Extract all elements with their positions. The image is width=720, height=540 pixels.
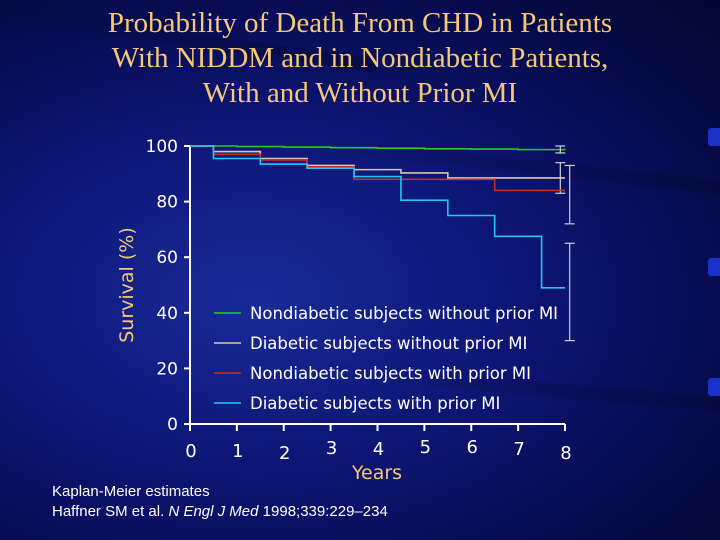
edge-decoration [708,378,720,396]
y-tick-label: 100 [146,137,178,157]
series-line-2 [190,145,565,179]
footnote: Kaplan-Meier estimates Haffner SM et al.… [52,482,388,522]
edge-decoration [708,128,720,146]
x-tick-label: 0 [185,441,196,462]
y-tick-label: 0 [167,415,178,435]
footnote-citation: Haffner SM et al. N Engl J Med 1998;339:… [52,502,388,522]
series-line-4 [190,145,565,289]
citation-details: 1998;339:229–234 [262,503,388,520]
x-tick-label: 4 [373,439,384,460]
x-tick-label: 1 [232,441,243,462]
x-tick-label: 3 [326,438,337,459]
y-tick-label: 60 [156,248,178,268]
series-line-1 [190,145,566,151]
x-tick-label: 8 [560,443,571,464]
series-line-3 [190,145,565,192]
legend-label-2: Diabetic subjects without prior MI [250,334,527,353]
legend-label-1: Nondiabetic subjects without prior MI [250,304,558,323]
x-tick-label: 2 [279,443,290,464]
title-line-2: With NIDDM and in Nondiabetic Patients, [111,42,609,74]
legend-label-4: Diabetic subjects with prior MI [250,394,500,413]
y-tick-label: 80 [156,193,178,213]
citation-authors: Haffner SM et al. [52,503,165,520]
slide-title: Probability of Death From CHD in Patient… [0,6,720,111]
title-line-1: Probability of Death From CHD in Patient… [107,7,613,39]
x-tick-label: 7 [513,439,524,460]
title-line-3: With and Without Prior MI [202,77,518,109]
x-tick-label: 5 [420,437,431,458]
y-tick-label: 20 [156,359,178,379]
y-tick-label: 40 [156,304,178,324]
citation-journal: N Engl J Med [168,503,259,520]
x-tick-label: 6 [467,437,478,458]
y-axis-title: Survival (%) [116,227,138,343]
footnote-method: Kaplan-Meier estimates [52,483,210,500]
edge-decoration [708,258,720,276]
x-axis-title: Years [351,462,402,484]
legend-label-3: Nondiabetic subjects with prior MI [250,364,531,383]
